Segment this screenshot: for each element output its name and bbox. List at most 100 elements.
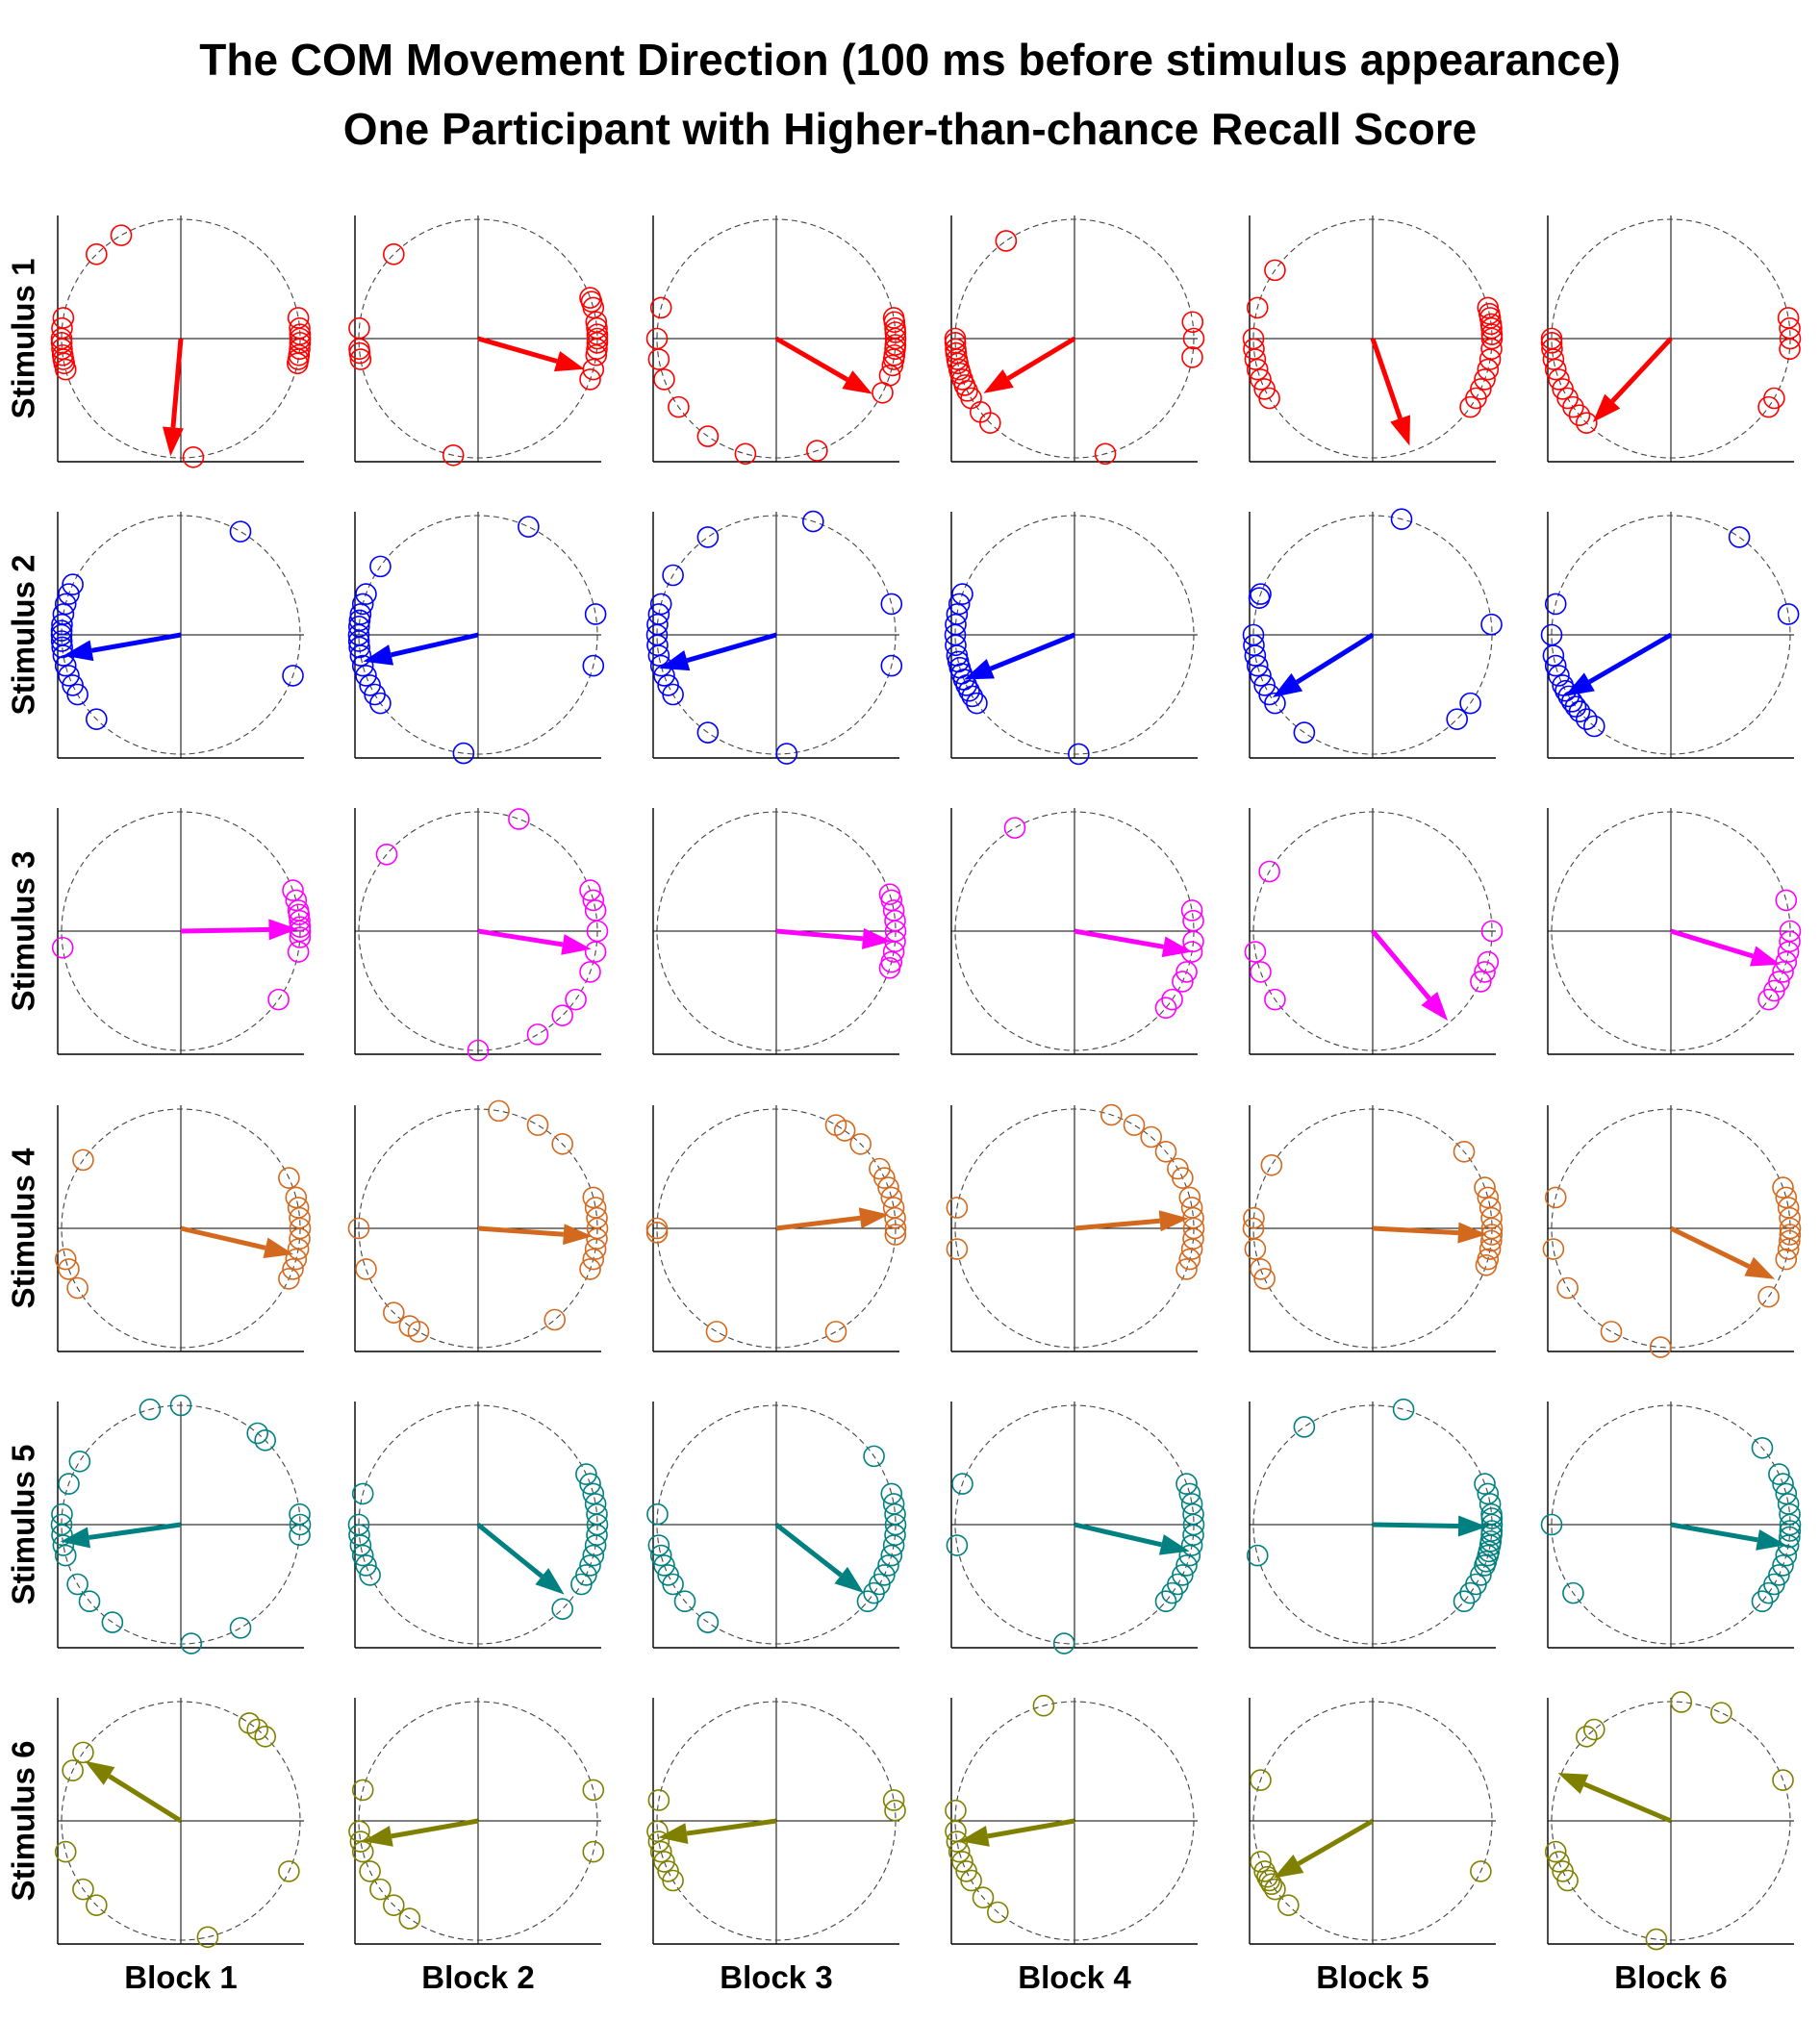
direction-marker	[880, 1544, 903, 1567]
mean-arrow-head	[658, 1823, 689, 1844]
direction-marker	[54, 1840, 77, 1863]
mean-arrow-shaft	[1370, 338, 1403, 419]
direction-marker	[1556, 1276, 1579, 1300]
direction-marker	[1180, 1534, 1203, 1556]
direction-marker	[880, 1482, 903, 1505]
direction-marker	[696, 721, 720, 744]
unit-circle	[954, 1701, 1195, 1941]
mean-arrow-shaft	[1670, 928, 1754, 959]
mean-arrow-head	[1564, 672, 1595, 696]
direction-marker	[1446, 708, 1468, 730]
direction-marker	[1172, 1167, 1194, 1189]
direction-marker	[1474, 1473, 1496, 1495]
mean-arrow-head	[535, 1568, 565, 1595]
direction-marker	[582, 1248, 605, 1271]
direction-marker	[1277, 1894, 1300, 1916]
direction-marker	[1775, 1248, 1798, 1271]
direction-marker	[1246, 358, 1269, 381]
direction-marker	[66, 1573, 88, 1596]
direction-marker	[579, 1258, 601, 1280]
direction-marker	[526, 1023, 549, 1046]
mean-arrow-head	[363, 1826, 393, 1847]
direction-marker	[878, 365, 901, 387]
polar-panel	[51, 808, 312, 1055]
mean-arrow-head	[1272, 672, 1303, 698]
direction-marker	[278, 1268, 300, 1290]
mean-arrow-shaft	[686, 1818, 777, 1836]
polar-panel	[645, 215, 907, 466]
direction-marker	[1548, 368, 1570, 391]
column-label: Block 4	[1018, 1959, 1131, 1995]
direction-marker	[705, 1321, 728, 1343]
direction-marker	[1453, 1140, 1476, 1163]
direction-marker	[1779, 1229, 1801, 1252]
mean-arrow-head	[1457, 1515, 1488, 1537]
direction-marker	[882, 1789, 905, 1811]
unit-circle	[61, 1701, 301, 1941]
direction-marker	[881, 354, 904, 377]
polar-panel	[1540, 1401, 1802, 1649]
direction-marker	[646, 1820, 669, 1843]
mean-arrow-head	[959, 1826, 990, 1847]
direction-marker	[1250, 1851, 1272, 1873]
mean-arrow-head	[60, 1527, 90, 1549]
direction-marker	[884, 321, 907, 343]
direction-marker	[662, 1869, 684, 1892]
direction-marker	[51, 936, 74, 959]
direction-marker	[54, 358, 77, 381]
chart-title: The COM Movement Direction (100 ms befor…	[199, 35, 1621, 85]
direction-marker	[348, 1524, 370, 1547]
direction-marker	[289, 909, 311, 932]
direction-marker	[288, 903, 311, 926]
direction-marker	[1180, 899, 1203, 922]
direction-marker	[1258, 387, 1280, 410]
mean-arrow-shaft	[774, 336, 849, 382]
direction-marker	[884, 1524, 906, 1547]
direction-marker	[383, 243, 405, 265]
direction-marker	[68, 1450, 91, 1473]
direction-marker	[467, 1039, 490, 1062]
direction-marker	[1390, 508, 1413, 530]
direction-marker	[582, 889, 605, 912]
direction-marker	[1459, 1581, 1481, 1604]
direction-marker	[1459, 395, 1481, 418]
direction-marker	[882, 1534, 905, 1556]
mean-arrow-head	[1592, 393, 1621, 423]
direction-marker	[960, 1869, 982, 1892]
direction-marker	[951, 1473, 973, 1495]
direction-marker	[1779, 1520, 1802, 1542]
direction-marker	[508, 808, 530, 830]
direction-marker	[878, 957, 901, 979]
direction-marker	[1178, 1248, 1201, 1271]
direction-marker	[696, 1611, 720, 1633]
direction-marker	[54, 593, 77, 616]
mean-arrow-shaft	[1297, 1818, 1375, 1866]
direction-marker	[351, 1482, 374, 1505]
polar-panel	[354, 808, 609, 1062]
direction-marker	[1260, 1153, 1283, 1176]
mean-arrow-head	[268, 919, 298, 941]
direction-marker	[1480, 1206, 1503, 1229]
direction-marker	[653, 1554, 675, 1577]
polar-panel	[348, 1698, 605, 1945]
polar-panel	[646, 1698, 906, 1945]
polar-panel	[944, 512, 1198, 766]
direction-marker	[662, 1573, 684, 1596]
direction-marker	[958, 679, 980, 702]
mean-arrow-shaft	[989, 632, 1075, 671]
direction-marker	[1710, 1702, 1732, 1724]
direction-marker	[1600, 1321, 1623, 1343]
direction-marker	[734, 442, 757, 466]
polar-panel	[1242, 215, 1504, 463]
direction-marker	[1264, 988, 1286, 1011]
direction-marker	[1244, 941, 1267, 963]
mean-arrow-shaft	[1583, 1781, 1672, 1824]
unit-circle	[358, 515, 598, 755]
direction-marker	[351, 654, 374, 677]
mean-arrow-head	[983, 368, 1014, 393]
direction-marker	[884, 1799, 906, 1822]
direction-marker	[586, 1227, 608, 1250]
direction-marker	[1775, 889, 1798, 912]
direction-marker	[246, 1422, 269, 1445]
direction-marker	[1576, 708, 1598, 730]
